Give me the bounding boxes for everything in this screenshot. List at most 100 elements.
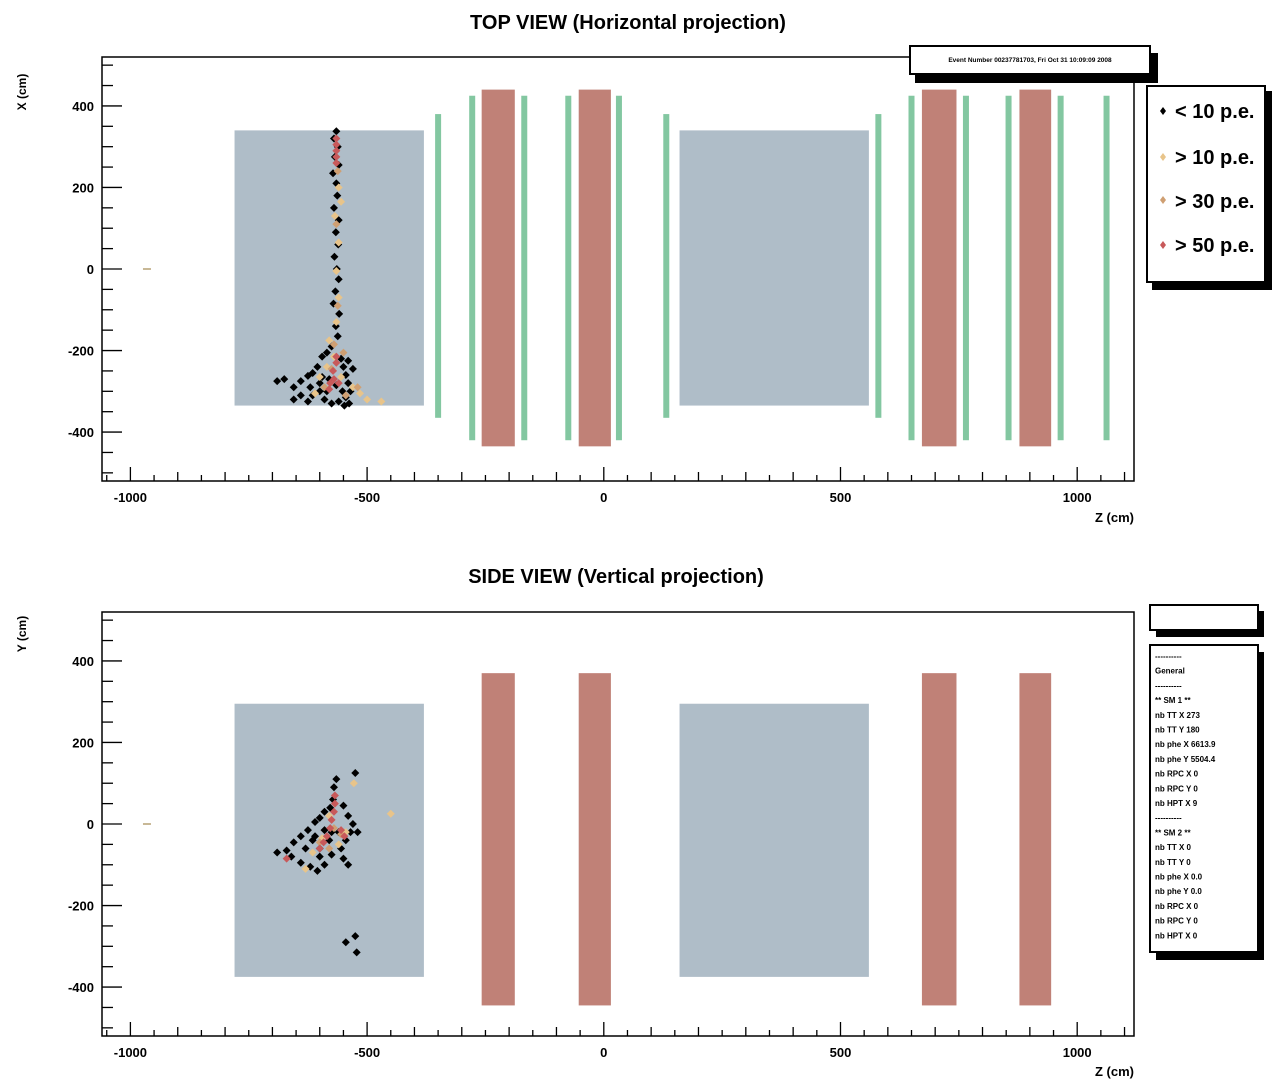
side-view-hit-lt10: [289, 838, 298, 847]
top-view-hit-gt30: [353, 383, 362, 392]
side-view-hit-gt10: [349, 779, 358, 788]
top-view-hit-gt50: [326, 379, 335, 388]
top-view-hit-lt10: [296, 391, 305, 400]
top-view-hit-lt10: [334, 275, 343, 284]
top-view-rpc-plane: [615, 95, 622, 441]
top-view-hit-lt10: [306, 383, 315, 392]
side-view-hit-gt50: [326, 824, 335, 833]
side-view-hit-gt50: [315, 844, 324, 853]
top-view-hit-gt30: [339, 348, 348, 357]
side-view-y-tick-label: -200: [68, 899, 94, 914]
top-view-y-tick-label: -400: [68, 425, 94, 440]
stats-line: ** SM 1 **: [1155, 696, 1191, 705]
top-view-hit-gt10: [337, 197, 346, 206]
legend-item: < 10 p.e.: [1160, 101, 1255, 123]
stats-box-frame: [1149, 644, 1259, 953]
top-view-hit-lt10: [333, 332, 342, 341]
top-view-target-region: [234, 130, 424, 406]
side-view-hit-lt10: [296, 832, 305, 841]
stats-line: nb HPT X 9: [1155, 799, 1198, 808]
top-view-rpc-plane: [875, 114, 882, 418]
top-view-rpc-plane: [521, 95, 528, 441]
side-view-hit-lt10: [303, 826, 312, 835]
stats-line: nb TT X 273: [1155, 711, 1200, 720]
side-view-hit-gt10: [308, 848, 317, 857]
side-view-hit-lt10: [344, 860, 353, 869]
side-view-hit-gt50: [322, 832, 331, 841]
side-view-hit-lt10: [352, 948, 361, 957]
side-view-hit-lt10: [341, 938, 350, 947]
top-view-hit-gt30: [333, 167, 342, 176]
side-view-y-tick-label: 200: [72, 735, 94, 750]
top-view-hit-gt10: [363, 395, 372, 404]
top-view-hit-lt10: [280, 375, 289, 384]
top-view-hit-lt10: [296, 377, 305, 386]
side-view-hit-lt10: [320, 860, 329, 869]
top-view-rpc-plane: [962, 95, 969, 441]
side-view-panel: SIDE VIEW (Vertical projection) Y (cm) Z…: [15, 566, 1135, 1079]
event-info-box: Event Number 00237781703, Fri Oct 31 10:…: [909, 45, 1158, 83]
top-view-panel: TOP VIEW (Horizontal projection) X (cm) …: [15, 12, 1135, 525]
top-view-y-tick-label: -200: [68, 344, 94, 359]
top-view-hit-gt50: [334, 379, 343, 388]
top-view-hit-gt10: [337, 373, 346, 382]
legend-label-gt10: > 10 p.e.: [1175, 147, 1255, 169]
side-view-magnet-region: [481, 673, 515, 1006]
top-view-rpc-plane: [1005, 95, 1012, 441]
top-view-hit-gt10: [311, 389, 320, 398]
event-info-box-frame: [909, 45, 1151, 75]
top-view-hit-gt30: [329, 340, 338, 349]
side-view-hit-lt10: [351, 769, 360, 778]
top-view-hit-gt50: [332, 358, 341, 367]
top-view-hit-gt10: [334, 183, 343, 192]
stats-line: nb RPC Y 0: [1155, 784, 1198, 793]
top-view-hit-lt10: [329, 203, 338, 212]
side-view-hit-lt10: [273, 848, 282, 857]
top-view-hit-lt10: [344, 356, 353, 365]
top-view-hit-gt50: [332, 140, 341, 149]
stats-line: nb phe X 6613.9: [1155, 740, 1216, 749]
side-view-hit-gt50: [282, 854, 291, 863]
top-view-hit-lt10: [315, 379, 324, 388]
top-view-x-tick-label: 0: [600, 490, 607, 505]
top-view-hit-lt10: [303, 397, 312, 406]
side-view-hit-gt50: [330, 799, 339, 808]
side-view-x-tick-label: 0: [600, 1045, 607, 1060]
top-view-hit-gt10: [356, 389, 364, 398]
side-view-hit-lt10: [311, 832, 320, 841]
top-view-hit-gt10: [348, 383, 357, 392]
top-view-magnet-region: [481, 89, 515, 447]
side-view-hit-lt10: [301, 844, 310, 853]
top-view-plot: -1000 -500 0 500 1000 -400 -200 0 200 400: [68, 56, 1135, 505]
side-view-x-tick-label: 1000: [1063, 1045, 1092, 1060]
top-view-hit-gt50: [329, 366, 338, 375]
empty-info-box: [1149, 604, 1264, 637]
stats-line: nb RPC X 0: [1155, 902, 1199, 911]
top-view-hit-gt50: [332, 352, 341, 361]
stats-line: ----------: [1155, 652, 1182, 661]
side-view-hit-gt10: [386, 809, 395, 818]
top-view-hit-gt10: [332, 267, 341, 276]
top-view-xlabel: Z (cm): [1095, 510, 1134, 525]
stats-line: General: [1155, 667, 1185, 676]
top-view-hit-lt10: [339, 362, 348, 371]
side-view-hit-gt50: [329, 807, 338, 816]
top-view-x-tick-label: 500: [830, 490, 852, 505]
top-view-hit-gt10: [377, 397, 386, 406]
side-view-y-tick-label: 400: [72, 654, 94, 669]
legend-label-gt50: > 50 p.e.: [1175, 235, 1255, 257]
stats-line: ----------: [1155, 814, 1182, 823]
top-view-hit-gt30: [333, 301, 342, 310]
side-view-hit-lt10: [339, 854, 348, 863]
top-view-x-tick-label: 1000: [1063, 490, 1092, 505]
top-view-hit-lt10: [327, 399, 336, 408]
top-view-hit-lt10: [334, 397, 343, 406]
side-view-hit-lt10: [329, 783, 338, 792]
top-view-title: TOP VIEW (Horizontal projection): [470, 12, 786, 34]
side-view-x-tick-label: 500: [830, 1045, 852, 1060]
top-view-hit-gt10: [334, 293, 343, 302]
side-view-hit-lt10: [353, 828, 362, 837]
top-view-hit-lt10: [289, 383, 298, 392]
side-view-hit-lt10: [339, 801, 348, 810]
top-view-y-tick-label: 200: [72, 180, 94, 195]
